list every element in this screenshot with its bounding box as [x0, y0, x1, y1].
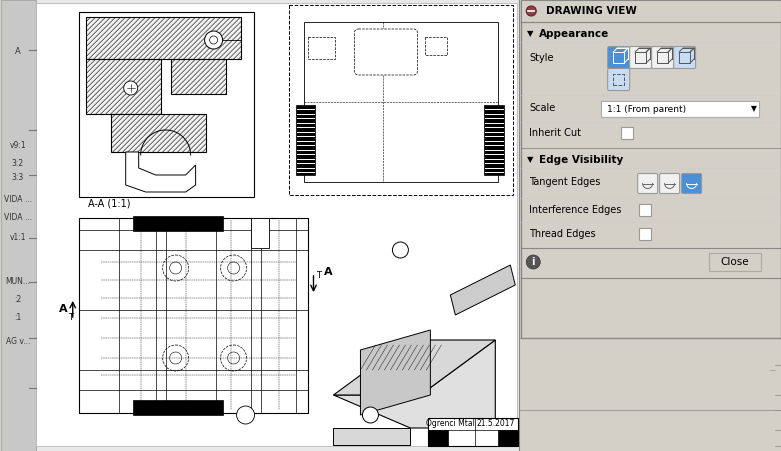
- FancyBboxPatch shape: [709, 253, 761, 271]
- Bar: [133, 400, 223, 415]
- Text: i: i: [532, 257, 535, 267]
- Bar: [521, 0, 781, 338]
- Bar: [1, 0, 36, 451]
- Text: VIDA ...: VIDA ...: [4, 213, 32, 222]
- Bar: [639, 228, 651, 240]
- FancyBboxPatch shape: [608, 69, 629, 91]
- Text: Thread Edges: Thread Edges: [530, 229, 596, 239]
- FancyBboxPatch shape: [637, 174, 658, 193]
- FancyBboxPatch shape: [682, 174, 701, 193]
- FancyBboxPatch shape: [660, 174, 679, 193]
- Bar: [111, 114, 205, 152]
- Text: VIDA ...: VIDA ...: [4, 195, 32, 204]
- Text: :1: :1: [14, 313, 21, 322]
- Bar: [111, 114, 205, 152]
- Bar: [484, 105, 505, 175]
- Bar: [86, 59, 161, 114]
- Bar: [428, 430, 448, 446]
- Text: DRAWING VIEW: DRAWING VIEW: [546, 6, 637, 16]
- Text: MUN...: MUN...: [5, 277, 30, 286]
- Text: Tangent Edges: Tangent Edges: [530, 177, 601, 187]
- Bar: [521, 0, 781, 22]
- Bar: [304, 22, 498, 182]
- FancyBboxPatch shape: [674, 46, 696, 69]
- Circle shape: [526, 6, 537, 16]
- Bar: [133, 216, 223, 231]
- Polygon shape: [333, 340, 495, 395]
- FancyBboxPatch shape: [601, 101, 759, 117]
- Bar: [86, 17, 241, 59]
- FancyBboxPatch shape: [629, 46, 651, 69]
- Bar: [36, 3, 517, 446]
- Bar: [308, 37, 336, 59]
- FancyBboxPatch shape: [608, 46, 629, 69]
- Polygon shape: [451, 265, 515, 315]
- Text: 1:1 (From parent): 1:1 (From parent): [607, 105, 686, 114]
- Text: A: A: [59, 304, 67, 314]
- Text: v1:1: v1:1: [9, 234, 26, 243]
- Text: Close: Close: [721, 257, 749, 267]
- Text: :2: :2: [14, 295, 21, 304]
- Text: A-A (1:1): A-A (1:1): [87, 199, 130, 209]
- Text: AG v...: AG v...: [5, 337, 30, 346]
- Text: ▼: ▼: [527, 156, 533, 165]
- Text: 21.5.2017: 21.5.2017: [476, 419, 515, 428]
- Text: A: A: [15, 47, 20, 56]
- Circle shape: [392, 242, 408, 258]
- Circle shape: [362, 407, 379, 423]
- Polygon shape: [333, 428, 410, 445]
- Text: 3:3: 3:3: [12, 174, 24, 183]
- Bar: [170, 59, 226, 94]
- Text: Scale: Scale: [530, 103, 555, 113]
- Bar: [251, 218, 269, 248]
- Bar: [288, 5, 513, 195]
- Text: T: T: [68, 313, 73, 322]
- Bar: [86, 59, 161, 114]
- Bar: [426, 37, 448, 55]
- Bar: [79, 12, 254, 197]
- Text: ▼: ▼: [527, 29, 533, 38]
- FancyBboxPatch shape: [355, 29, 417, 75]
- Text: Edge Visibility: Edge Visibility: [539, 155, 623, 165]
- Circle shape: [526, 255, 540, 269]
- Bar: [621, 127, 633, 139]
- FancyBboxPatch shape: [651, 46, 674, 69]
- Text: T: T: [316, 271, 322, 280]
- Bar: [170, 59, 226, 94]
- Polygon shape: [361, 330, 430, 415]
- Circle shape: [123, 81, 137, 95]
- Text: Interference Edges: Interference Edges: [530, 205, 622, 215]
- Bar: [79, 218, 308, 413]
- Text: ▼: ▼: [751, 105, 757, 114]
- Bar: [428, 418, 519, 446]
- Bar: [86, 17, 241, 59]
- Polygon shape: [126, 152, 195, 192]
- Bar: [639, 204, 651, 216]
- Polygon shape: [333, 340, 495, 428]
- Text: Appearance: Appearance: [539, 29, 609, 39]
- Text: 3:2: 3:2: [12, 158, 24, 167]
- Text: v9:1: v9:1: [9, 141, 26, 149]
- Text: A: A: [323, 267, 332, 277]
- Text: Style: Style: [530, 53, 554, 63]
- Bar: [498, 430, 519, 446]
- Circle shape: [205, 31, 223, 49]
- Circle shape: [237, 406, 255, 424]
- Bar: [295, 105, 316, 175]
- Text: Inherit Cut: Inherit Cut: [530, 128, 581, 138]
- Bar: [1, 0, 520, 451]
- Text: Ogrenci Mtal: Ogrenci Mtal: [426, 419, 475, 428]
